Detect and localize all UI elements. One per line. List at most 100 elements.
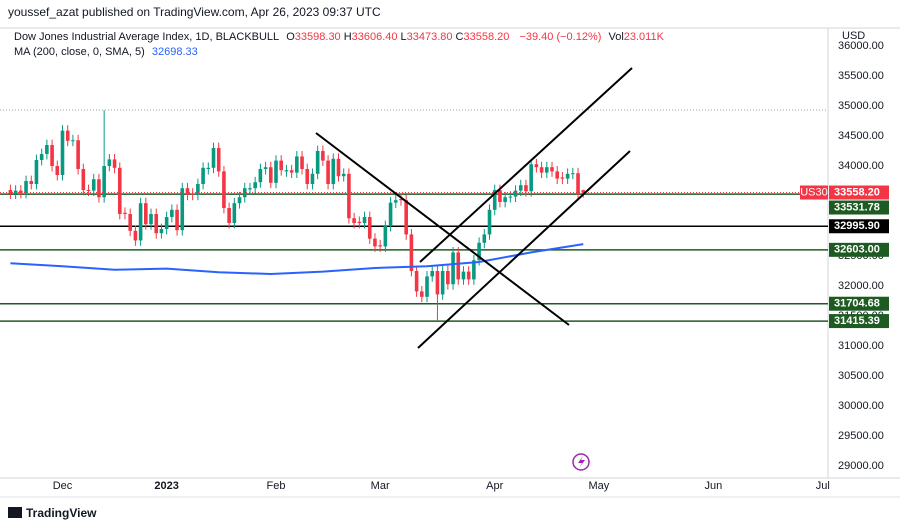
legend-value: 23.011K	[623, 31, 664, 43]
y-tick-label: 35500.00	[838, 70, 884, 82]
level-box	[829, 242, 889, 257]
level-label: 33531.78	[834, 201, 880, 213]
candle-body	[550, 167, 554, 172]
candle-body	[274, 160, 278, 183]
price-box	[829, 185, 889, 200]
candle-body	[477, 242, 481, 261]
candle-body	[248, 188, 252, 190]
candle-body	[175, 209, 179, 231]
candle-body	[544, 167, 549, 173]
candle-body	[123, 212, 127, 215]
trend-line	[419, 67, 633, 263]
ohlc: O33598.30 H33606.40 L33473.80 C33558.20	[286, 31, 512, 43]
candle-body	[180, 188, 185, 231]
y-tick-label: 30500.00	[838, 370, 884, 382]
candle-body	[164, 217, 169, 230]
footer: TradingView	[26, 506, 97, 520]
candle-body	[170, 209, 174, 218]
x-tick-label: Jun	[705, 480, 723, 492]
candle-body	[112, 159, 117, 168]
candle-body	[388, 202, 393, 227]
candle-body	[232, 203, 237, 224]
candle-body	[378, 245, 382, 247]
candle-body	[19, 190, 23, 194]
y-tick-label: 35000.00	[838, 100, 884, 112]
candle-body	[55, 166, 60, 176]
candle-body	[326, 160, 330, 185]
candle-body	[45, 145, 49, 155]
candle-body	[446, 271, 450, 285]
plot	[0, 110, 828, 322]
candle-body	[440, 271, 445, 295]
event-icon-bolt	[578, 456, 585, 468]
candle-body	[503, 197, 507, 203]
legend-key: C	[455, 31, 464, 43]
candle-body	[206, 167, 211, 170]
x-tick-label: Mar	[371, 480, 390, 492]
candle-body	[456, 252, 461, 280]
candle-body	[8, 190, 13, 194]
candle-body	[107, 159, 112, 167]
event-icon[interactable]	[572, 453, 590, 471]
candle-body	[383, 226, 388, 247]
candle-body	[425, 276, 429, 297]
trend-line	[315, 132, 570, 326]
candle-body	[336, 158, 341, 177]
y-tick-label: 34500.00	[838, 130, 884, 142]
candle-body	[560, 177, 565, 179]
candle-body	[50, 145, 54, 167]
legend-item: O33598.30	[286, 31, 340, 43]
candle-body	[253, 182, 257, 189]
candle-body	[404, 200, 408, 235]
legend-change: −39.40 (−0.12%)	[519, 31, 602, 43]
x-tick-label: 2023	[154, 480, 178, 492]
legend-key: Vol	[608, 31, 624, 43]
candle-body	[268, 167, 273, 183]
candle-body	[279, 160, 284, 171]
candle-body	[565, 173, 570, 179]
level-box	[829, 296, 889, 311]
candle-body	[362, 217, 367, 224]
candle-body	[263, 167, 268, 170]
candle-body	[284, 170, 289, 172]
candle-body	[128, 214, 132, 231]
symbol-label: US30	[800, 186, 828, 198]
candle-body	[435, 271, 440, 295]
candle-body	[430, 271, 435, 277]
candle-body	[555, 171, 560, 179]
candle-body	[393, 200, 398, 203]
candle-body	[222, 171, 226, 209]
candle-body	[289, 170, 294, 173]
legend-value: 33606.40	[351, 31, 398, 43]
candle-body	[29, 181, 34, 185]
candle-body	[508, 196, 513, 198]
legend-item: C33558.20	[456, 31, 510, 43]
level-label: 32995.90	[834, 220, 880, 232]
legend-key: H	[343, 31, 352, 43]
candle-body	[576, 173, 580, 195]
x-tick-label: Jul	[816, 480, 830, 492]
candle-body	[321, 151, 325, 161]
candle-body	[91, 179, 96, 191]
candle-body	[97, 179, 101, 198]
candle-body	[581, 190, 586, 193]
candle-body	[571, 173, 575, 175]
x-tick-label: May	[588, 480, 609, 492]
legend-ma-value: 32698.33	[151, 46, 198, 58]
candle-body	[154, 214, 159, 234]
price-label: 33558.20	[834, 186, 880, 198]
candle-body	[487, 209, 492, 235]
trend-line	[417, 150, 631, 349]
level-label: 32603.00	[834, 244, 880, 256]
candle-body	[472, 260, 476, 280]
candle-body	[34, 160, 39, 185]
legend-item: L33473.80	[401, 31, 453, 43]
candle-body	[341, 173, 346, 177]
candle-body	[133, 230, 138, 241]
y-tick-label: 34000.00	[838, 160, 884, 172]
candle-body	[196, 184, 200, 195]
candle-body	[258, 169, 263, 183]
candle-body	[65, 130, 70, 141]
legend-main: Dow Jones Industrial Average Index, 1D, …	[14, 31, 672, 43]
